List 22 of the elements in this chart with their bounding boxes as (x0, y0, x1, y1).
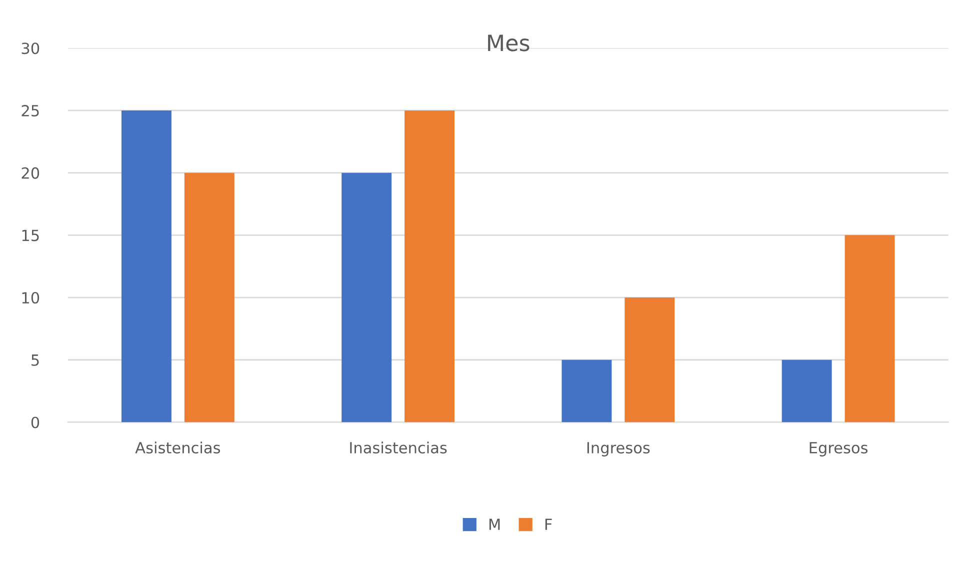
legend-label: M (489, 518, 500, 530)
x-tick-label: Inasistencias (350, 442, 447, 454)
x-tick-label: Egresos (810, 442, 868, 456)
legend-label: F (545, 518, 552, 530)
x-tick-label: Ingresos (587, 442, 650, 456)
chart-title: Mes (488, 34, 530, 52)
bar (404, 110, 455, 422)
y-tick-label: 0 (31, 416, 40, 428)
y-tick-label: 15 (22, 230, 39, 242)
y-tick-label: 20 (22, 167, 40, 179)
bar (562, 360, 612, 422)
y-tick-label: 25 (22, 104, 39, 116)
bar (844, 235, 895, 422)
bar (121, 110, 172, 422)
bar (624, 298, 675, 422)
y-tick-label: 30 (22, 42, 40, 54)
y-tick-label: 10 (22, 292, 40, 304)
bar (782, 360, 832, 422)
bar (184, 172, 234, 422)
y-tick-label: 5 (32, 354, 39, 366)
bar (342, 172, 392, 422)
x-tick-label: Asistencias (135, 442, 220, 454)
